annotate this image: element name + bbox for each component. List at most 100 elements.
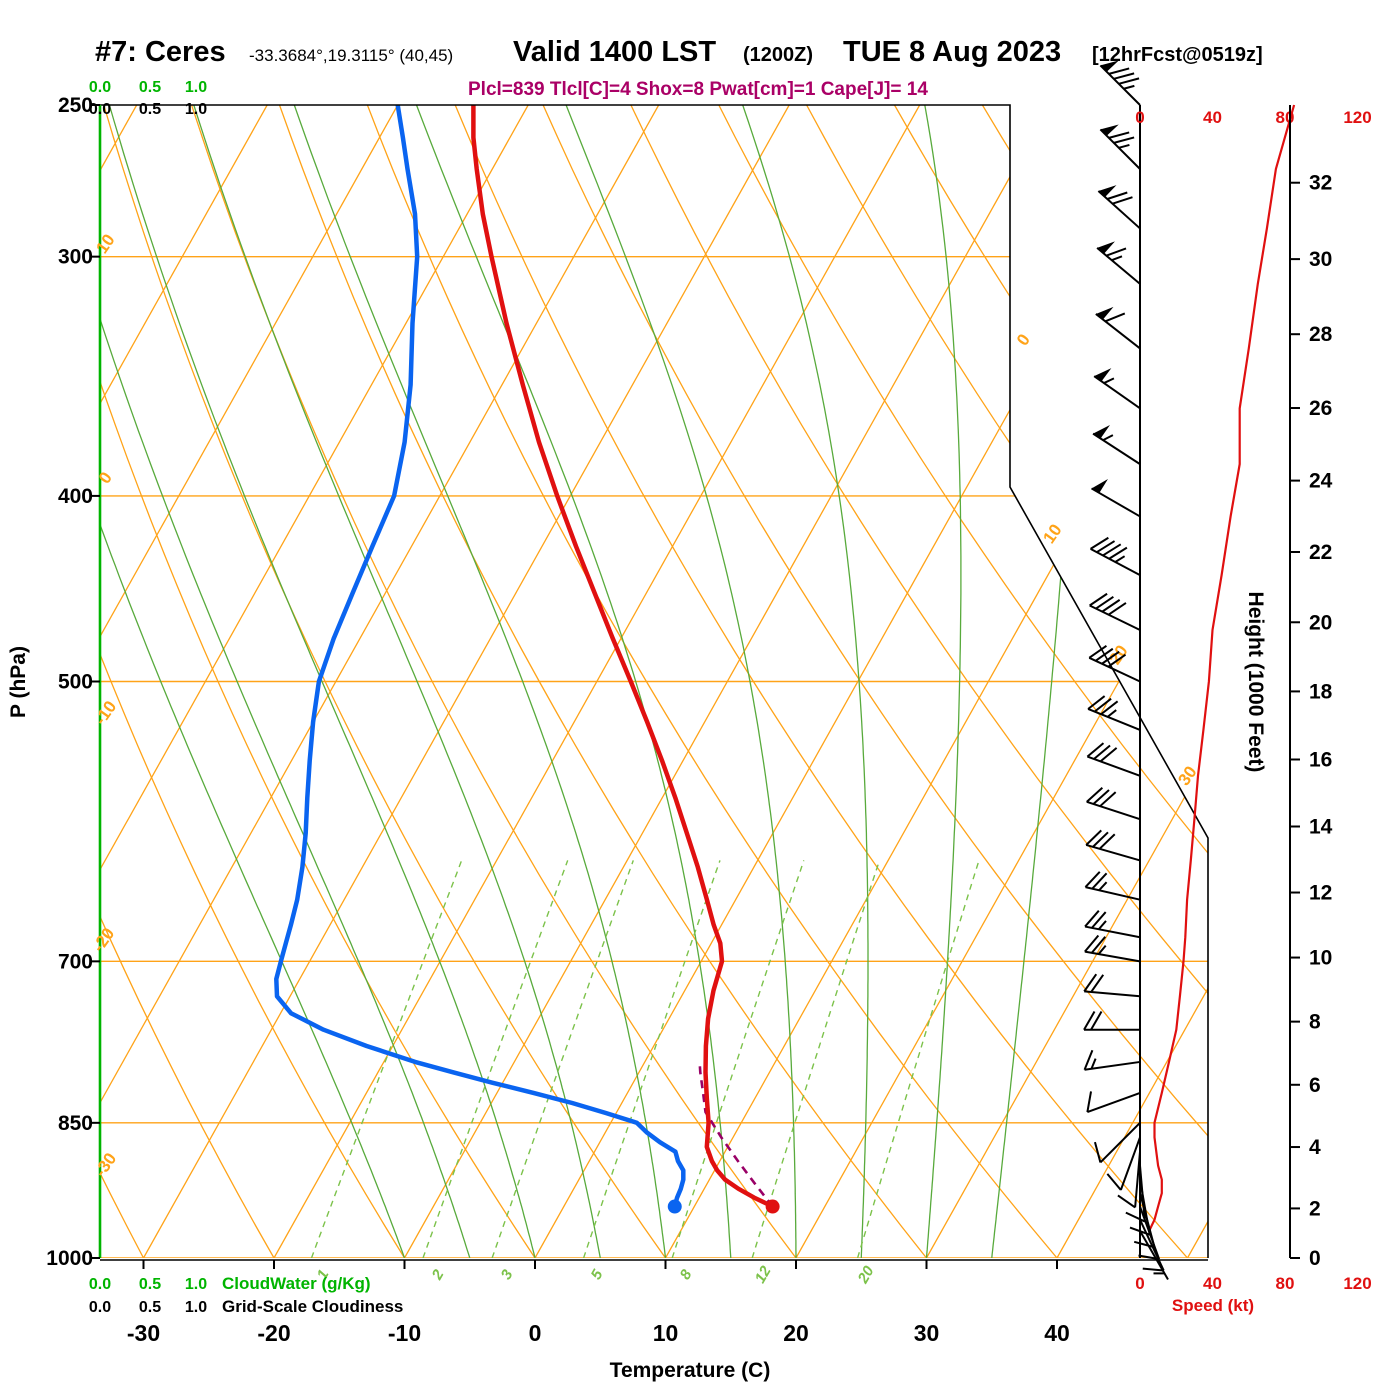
mixing-ratio-label: 8: [677, 1266, 696, 1282]
wind-barb: [1090, 536, 1141, 577]
pressure-tick-label: 1000: [46, 1247, 93, 1270]
speed-tick-label: 0: [1135, 1274, 1144, 1293]
mixing-ratio-line: [751, 860, 881, 1258]
gridscale-label: Grid-Scale Cloudiness: [222, 1297, 403, 1316]
height-tick-label: 18: [1309, 680, 1333, 703]
pressure-tick-label: 250: [58, 94, 93, 117]
gridscale-tick: 0.5: [139, 101, 161, 118]
pressure-tick-label: 300: [58, 246, 93, 269]
height-tick-label: 10: [1309, 947, 1332, 970]
station-coords: -33.3684°,19.3115° (40,45): [249, 46, 454, 65]
speed-tick-label: 0: [1135, 108, 1144, 127]
temp-tick-label: 20: [783, 1320, 809, 1346]
wind-barb: [1139, 1219, 1165, 1272]
parcel-curve: [698, 1061, 774, 1208]
wind-barb: [1099, 124, 1141, 170]
station-title: #7: Ceres: [95, 36, 226, 68]
speed-axis-label: Speed (kt): [1172, 1296, 1254, 1315]
height-tick-label: 20: [1309, 611, 1332, 634]
adiabat-edge-label: -10: [91, 697, 121, 728]
temp-tick-label: -30: [127, 1320, 160, 1346]
valid-zulu: (1200Z): [743, 44, 814, 66]
height-tick-label: 4: [1309, 1136, 1321, 1159]
wind-barb: [1084, 871, 1141, 901]
wind-barb: [1087, 695, 1141, 731]
pressure-tick-label: 700: [58, 950, 93, 973]
cloud-scale-tick: 0.5: [139, 79, 161, 96]
isotherm-line: [100, 105, 268, 1258]
temperature-curve: [471, 105, 775, 1209]
isotherm-line: [100, 105, 529, 1258]
wind-barb: [1117, 1151, 1141, 1209]
gridscale-tick: 1.0: [185, 1299, 207, 1316]
mixing-ratio-line: [310, 860, 463, 1258]
cloud-scale-tick: 0.5: [139, 1276, 161, 1293]
valid-date: TUE 8 Aug 2023: [843, 36, 1062, 68]
gridscale-tick: 0.5: [139, 1299, 161, 1316]
cloud-scale-tick: 1.0: [185, 79, 207, 96]
mixing-ratio-line: [422, 860, 569, 1258]
adiabat-edge-label: 10: [92, 231, 118, 257]
wind-barbs: [1083, 60, 1169, 1280]
wind-barb: [1086, 742, 1141, 777]
wind-barb: [1094, 1122, 1141, 1164]
sounding-params: Plcl=839 Tlcl[C]=4 Shox=8 Pwat[cm]=1 Cap…: [468, 79, 928, 100]
isotherm-edge-label: 0: [1013, 331, 1034, 350]
dry-adiabat: [454, 105, 1188, 1258]
cloud-scale-tick: 0.0: [89, 79, 111, 96]
height-axis-label: Height (1000 Feet): [1244, 592, 1267, 773]
mixing-ratio-line: [491, 860, 634, 1258]
dry-adiabat: [542, 105, 1208, 1258]
cloudwater-label: CloudWater (g/Kg): [222, 1274, 371, 1293]
wind-barb: [1096, 241, 1141, 285]
temp-tick-label: 30: [914, 1320, 940, 1346]
moist-adiabat: [415, 105, 732, 1258]
forecast-tag: [12hrFcst@0519z]: [1092, 44, 1263, 66]
pressure-tick-label: 400: [58, 485, 93, 508]
dry-adiabat: [366, 105, 1058, 1258]
moist-adiabat: [742, 105, 869, 1258]
adiabat-edge-label: -30: [91, 1149, 121, 1180]
isotherm-line: [1056, 105, 1208, 1258]
dry-adiabat: [100, 105, 406, 1258]
mixing-ratio-line: [856, 860, 980, 1258]
wind-barb: [1097, 185, 1141, 230]
height-tick-label: 8: [1309, 1011, 1321, 1034]
plot-border: [90, 104, 1209, 1269]
dry-adiabat: [100, 105, 536, 1258]
isotherm-line: [403, 105, 1051, 1258]
height-tick-label: 28: [1309, 323, 1333, 346]
moist-adiabat: [565, 105, 797, 1258]
isotherm-line: [273, 105, 921, 1258]
adiabat-edge-label: 0: [95, 469, 116, 488]
dry-adiabat: [278, 105, 928, 1258]
speed-tick-label: 40: [1203, 1274, 1222, 1293]
pressure-tick-label: 500: [58, 671, 93, 694]
wind-barb: [1091, 478, 1141, 518]
mixing-ratio-label: 2: [428, 1266, 448, 1283]
temp-tick-label: -20: [257, 1320, 290, 1346]
dry-adiabat: [718, 105, 1208, 1258]
dry-adiabat: [1157, 105, 1208, 1258]
wind-barb: [1083, 973, 1141, 998]
cloud-scale-tick: 0.0: [89, 1276, 111, 1293]
adiabat-edge-label: -20: [89, 924, 119, 955]
isotherm-edge-label: 10: [1039, 521, 1065, 547]
height-tick-label: 26: [1309, 397, 1332, 420]
speed-tick-label: 120: [1343, 108, 1371, 127]
wind-barb: [1095, 306, 1141, 350]
dry-adiabat: [100, 105, 275, 1258]
moist-adiabat: [108, 105, 536, 1258]
dry-adiabat: [103, 105, 667, 1258]
mixing-ratio-label: 5: [588, 1266, 607, 1282]
moist-adiabat: [924, 105, 962, 1258]
temp-tick-label: 40: [1044, 1320, 1070, 1346]
gridscale-tick: 0.0: [89, 101, 111, 118]
moist-adiabat: [193, 105, 601, 1258]
speed-tick-label: 120: [1343, 1274, 1371, 1293]
pressure-axis-label: P (hPa): [7, 646, 30, 718]
height-tick-label: 12: [1309, 882, 1332, 905]
wind-barb: [1083, 1011, 1140, 1031]
